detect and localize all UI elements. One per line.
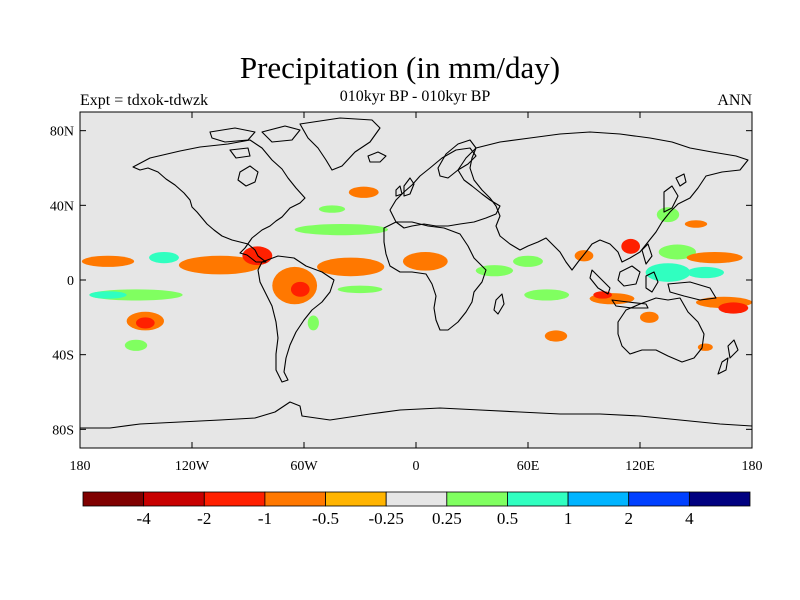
- anomaly-arabian-sea-green: [513, 255, 543, 267]
- new-zealand-coastline: [717, 339, 739, 375]
- south-america-coastline: [257, 255, 335, 383]
- colorbar-swatch: [385, 491, 448, 507]
- colorbar-label: -0.25: [368, 509, 403, 528]
- anomaly-bay-of-bengal-orange: [574, 250, 594, 262]
- anomaly-amazon-red: [290, 281, 310, 297]
- lon-tick-label: 120W: [175, 459, 210, 474]
- anomaly-atlantic-itcz-orange: [317, 257, 385, 277]
- arctic-islands-coastline: [209, 125, 301, 159]
- map-background: [80, 112, 752, 448]
- antarctica-coastline: [80, 401, 752, 429]
- anomaly-spcz-red: [718, 302, 749, 314]
- colorbar-swatch: [446, 491, 508, 507]
- anomaly-south-america-green: [307, 315, 319, 331]
- australia-coastline: [617, 297, 705, 363]
- lat-tick-label: 0: [67, 274, 74, 289]
- colorbar-swatch: [143, 491, 205, 507]
- lat-tick-label: 80N: [50, 125, 74, 140]
- colorbar-swatch: [264, 491, 326, 507]
- anomaly-layer: [81, 186, 752, 351]
- anomaly-central-pacific-north-orange: [81, 255, 135, 267]
- colorbar-swatch: [567, 491, 630, 507]
- madagascar-coastline: [493, 293, 505, 315]
- colorbar-swatch: [325, 491, 387, 507]
- colorbar-label: 1: [564, 509, 573, 528]
- anomaly-west-pacific-cyan-2: [686, 266, 724, 279]
- hudson-bay-coastline: [237, 165, 259, 187]
- colorbar-label: 0.5: [497, 509, 518, 528]
- anomaly-east-africa-green: [475, 265, 514, 277]
- colorbar-label: -2: [197, 509, 211, 528]
- japan-coastline: [663, 173, 687, 213]
- anomaly-north-atlantic-orange: [348, 186, 379, 198]
- colorbar: -4 -2 -1 -0.5 -0.25 0.25 0.5 1 2 4: [82, 491, 751, 528]
- anomaly-west-pacific-orange: [686, 252, 743, 264]
- lat-tick-label: 40N: [50, 199, 74, 214]
- anomaly-australia-orange: [640, 311, 659, 323]
- colorbar-swatch: [507, 491, 569, 507]
- lon-tick-label: 60E: [517, 459, 540, 474]
- lon-tick-label: 0: [413, 459, 420, 474]
- experiment-label: Expt = tdxok-tdwzk: [80, 92, 209, 109]
- colorbar-swatch: [628, 491, 690, 507]
- colorbar-swatch: [203, 491, 266, 507]
- plot-title: Precipitation (in mm/day): [239, 50, 561, 85]
- axis-ticks: 80N 40N 0 40S 80S 180 120W 60W 0 60E 120E 180: [50, 112, 763, 474]
- iceland-coastline: [367, 151, 387, 163]
- anomaly-indian-ocean-green: [524, 289, 570, 301]
- anomaly-west-pacific-cyan: [645, 263, 691, 282]
- colorbar-label: 2: [624, 509, 633, 528]
- lon-tick-label: 60W: [290, 459, 318, 474]
- anomaly-southern-indian-orange: [544, 330, 568, 342]
- anomaly-southeast-pacific-red: [136, 317, 155, 329]
- anomaly-south-pacific-cyan: [89, 291, 127, 299]
- colorbar-label: 0.25: [432, 509, 462, 528]
- coastline-layer: [80, 117, 752, 429]
- subtitle: 010kyr BP - 010kyr BP: [339, 88, 491, 105]
- colorbar-swatch: [688, 491, 751, 507]
- north-america-coastline: [132, 139, 306, 263]
- anomaly-east-pacific-itcz-orange: [178, 255, 262, 275]
- anomaly-north-pacific-orange: [684, 220, 708, 228]
- scandinavia-coastline: [437, 139, 477, 179]
- colorbar-label: -4: [137, 509, 152, 528]
- lon-tick-label: 180: [742, 459, 763, 474]
- maritime-continent-coastline: [589, 243, 717, 309]
- lat-tick-label: 80S: [52, 423, 74, 438]
- anomaly-west-africa-orange: [402, 252, 448, 271]
- anomaly-west-pacific-green: [658, 244, 696, 260]
- greenland-coastline: [299, 117, 381, 171]
- colorbar-label: 4: [685, 509, 694, 528]
- lon-tick-label: 180: [70, 459, 91, 474]
- anomaly-central-pacific-north-blue: [149, 252, 179, 264]
- anomaly-indian-ocean-red: [593, 291, 613, 299]
- anomaly-north-atlantic-green: [318, 205, 346, 213]
- colorbar-swatch: [82, 491, 145, 507]
- colorbar-label: -0.5: [312, 509, 339, 528]
- europe-coastline: [389, 147, 501, 229]
- lon-tick-label: 120E: [625, 459, 655, 474]
- africa-coastline: [383, 221, 487, 331]
- asia-coastline: [469, 131, 749, 271]
- anomaly-caribbean-green: [294, 224, 389, 236]
- anomaly-south-pacific-green-2: [124, 339, 148, 351]
- anomaly-south-china-sea-red: [621, 238, 641, 254]
- lat-tick-label: 40S: [52, 349, 74, 364]
- british-isles-coastline: [395, 177, 415, 197]
- season-label: ANN: [717, 92, 752, 109]
- anomaly-south-atlantic-green: [337, 285, 383, 294]
- colorbar-label: -1: [258, 509, 272, 528]
